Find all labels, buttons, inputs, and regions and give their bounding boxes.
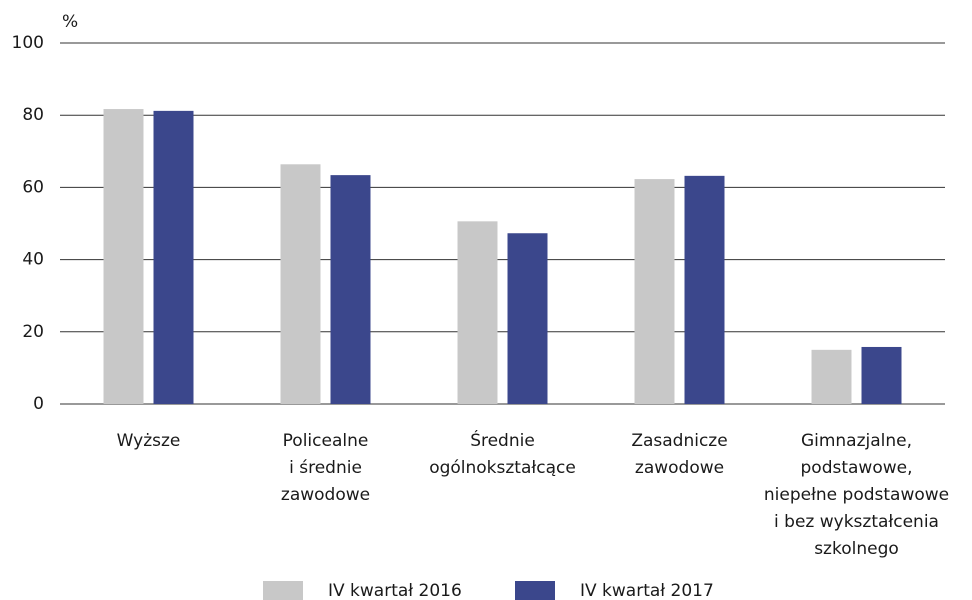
legend-label: IV kwartał 2016 <box>328 581 462 600</box>
bar <box>861 346 902 404</box>
legend-swatch <box>263 581 303 600</box>
bar <box>684 175 725 404</box>
x-tick-label: Policealne i średnie zawodowe <box>280 431 371 505</box>
y-unit: % <box>62 12 78 32</box>
bar <box>280 164 321 404</box>
y-tick-label: 80 <box>22 105 44 125</box>
bar <box>153 110 194 405</box>
bar <box>330 175 371 404</box>
bar <box>457 221 498 404</box>
bar <box>634 179 675 404</box>
legend-label: IV kwartał 2017 <box>580 581 714 600</box>
y-tick-label: 60 <box>22 177 44 197</box>
x-tick-label: Wyższe <box>116 431 181 451</box>
legend-swatch <box>515 581 555 600</box>
bar <box>507 233 548 404</box>
x-tick-label: Zasadnicze zawodowe <box>631 431 728 478</box>
y-tick-label: 100 <box>12 33 44 53</box>
x-tick-label: Gimnazjalne, podstawowe, niepełne podsta… <box>763 431 950 559</box>
y-tick-label: 20 <box>22 322 44 342</box>
y-tick-label: 0 <box>33 394 44 414</box>
bar <box>103 109 144 405</box>
bar <box>811 349 852 404</box>
y-tick-label: 40 <box>22 250 44 270</box>
x-tick-label: Średnie ogólnokształcące <box>429 431 576 478</box>
